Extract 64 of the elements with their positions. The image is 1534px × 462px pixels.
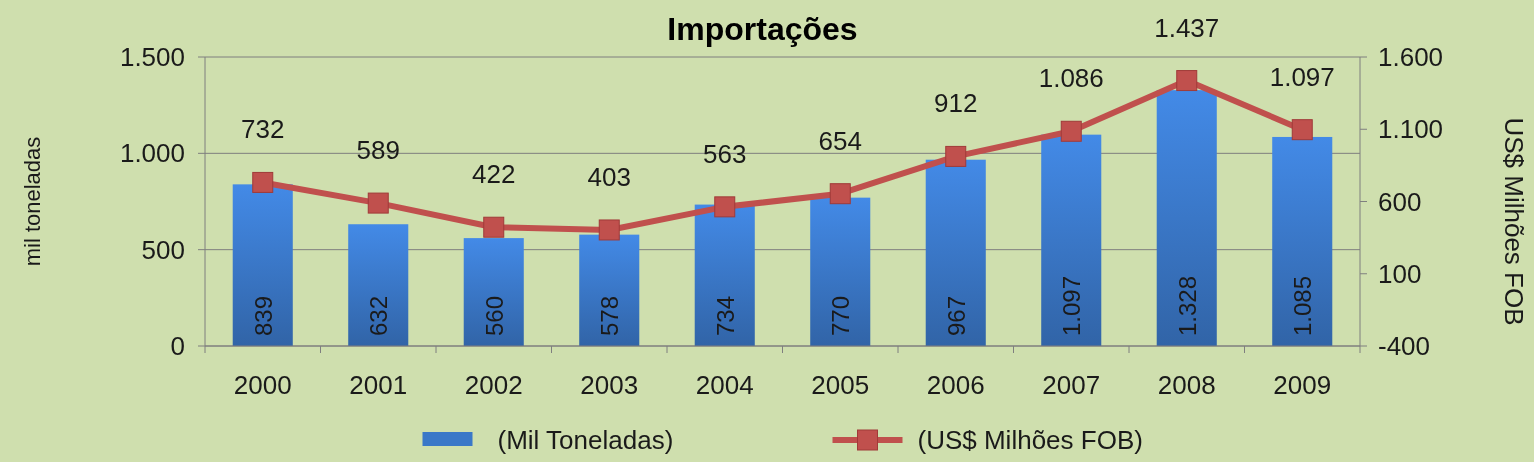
legend-label: (US$ Milhões FOB) (917, 425, 1143, 456)
bar (232, 184, 293, 346)
data-label: 967 (942, 295, 970, 336)
x-tick-label: 2006 (926, 370, 985, 400)
x-tick-label: 2001 (349, 370, 408, 400)
data-label: 1.097 (1269, 61, 1335, 92)
x-tick-label: 2000 (233, 370, 292, 400)
data-label: 654 (818, 125, 862, 156)
x-tick-label: 2003 (580, 370, 639, 400)
point (945, 145, 967, 167)
x-tick-label: 2002 (464, 370, 523, 400)
bar (1156, 90, 1217, 346)
point (367, 192, 389, 214)
y2-tick-label: 600 (1378, 186, 1422, 217)
y-tick-label: 1.000 (119, 138, 185, 169)
data-label: 1.437 (1154, 12, 1220, 43)
data-label: 589 (356, 135, 400, 166)
data-label: 422 (472, 159, 516, 190)
bar (810, 197, 871, 346)
data-label: 563 (703, 138, 747, 169)
bar (348, 224, 409, 346)
data-label: 632 (365, 295, 393, 336)
x-tick-label: 2004 (695, 370, 754, 400)
data-label: 770 (827, 295, 855, 336)
chart-title: Importações (667, 11, 858, 47)
y2-axis-title: US$ Milhões FOB (1499, 117, 1529, 326)
point (714, 196, 736, 218)
point (1291, 119, 1313, 141)
y-axis-title: mil toneladas (20, 136, 45, 267)
y2-tick-label: 100 (1378, 258, 1422, 289)
data-label: 1.328 (1173, 275, 1201, 336)
y-tick-label: 1.500 (119, 42, 185, 73)
data-label: 560 (480, 295, 508, 336)
point (1176, 70, 1198, 92)
y-tick-label: 0 (170, 331, 185, 362)
point (598, 219, 620, 241)
bar (579, 234, 640, 346)
y2-tick-label: 1.100 (1378, 114, 1444, 145)
data-label: 578 (596, 295, 624, 336)
bar (1041, 134, 1102, 346)
data-label: 1.097 (1058, 275, 1086, 336)
x-tick-label: 2009 (1273, 370, 1332, 400)
point (1060, 120, 1082, 142)
x-tick-label: 2007 (1042, 370, 1101, 400)
data-label: 912 (934, 88, 978, 119)
point (483, 216, 505, 238)
legend-label: (Mil Toneladas) (497, 425, 674, 456)
data-label: 839 (249, 295, 277, 336)
bar (463, 238, 524, 346)
x-tick-label: 2005 (811, 370, 870, 400)
data-label: 1.085 (1289, 275, 1317, 336)
bar (1272, 136, 1333, 346)
bar (694, 204, 755, 346)
data-label: 732 (241, 114, 285, 145)
point (252, 171, 274, 193)
point (829, 183, 851, 205)
y2-tick-label: 1.600 (1378, 42, 1444, 73)
data-label: 1.086 (1038, 63, 1104, 94)
x-tick-label: 2008 (1157, 370, 1216, 400)
data-label: 403 (587, 161, 631, 192)
y2-tick-label: -400 (1378, 331, 1431, 362)
bar (925, 159, 986, 346)
data-label: 734 (711, 295, 739, 336)
y-tick-label: 500 (141, 234, 185, 265)
